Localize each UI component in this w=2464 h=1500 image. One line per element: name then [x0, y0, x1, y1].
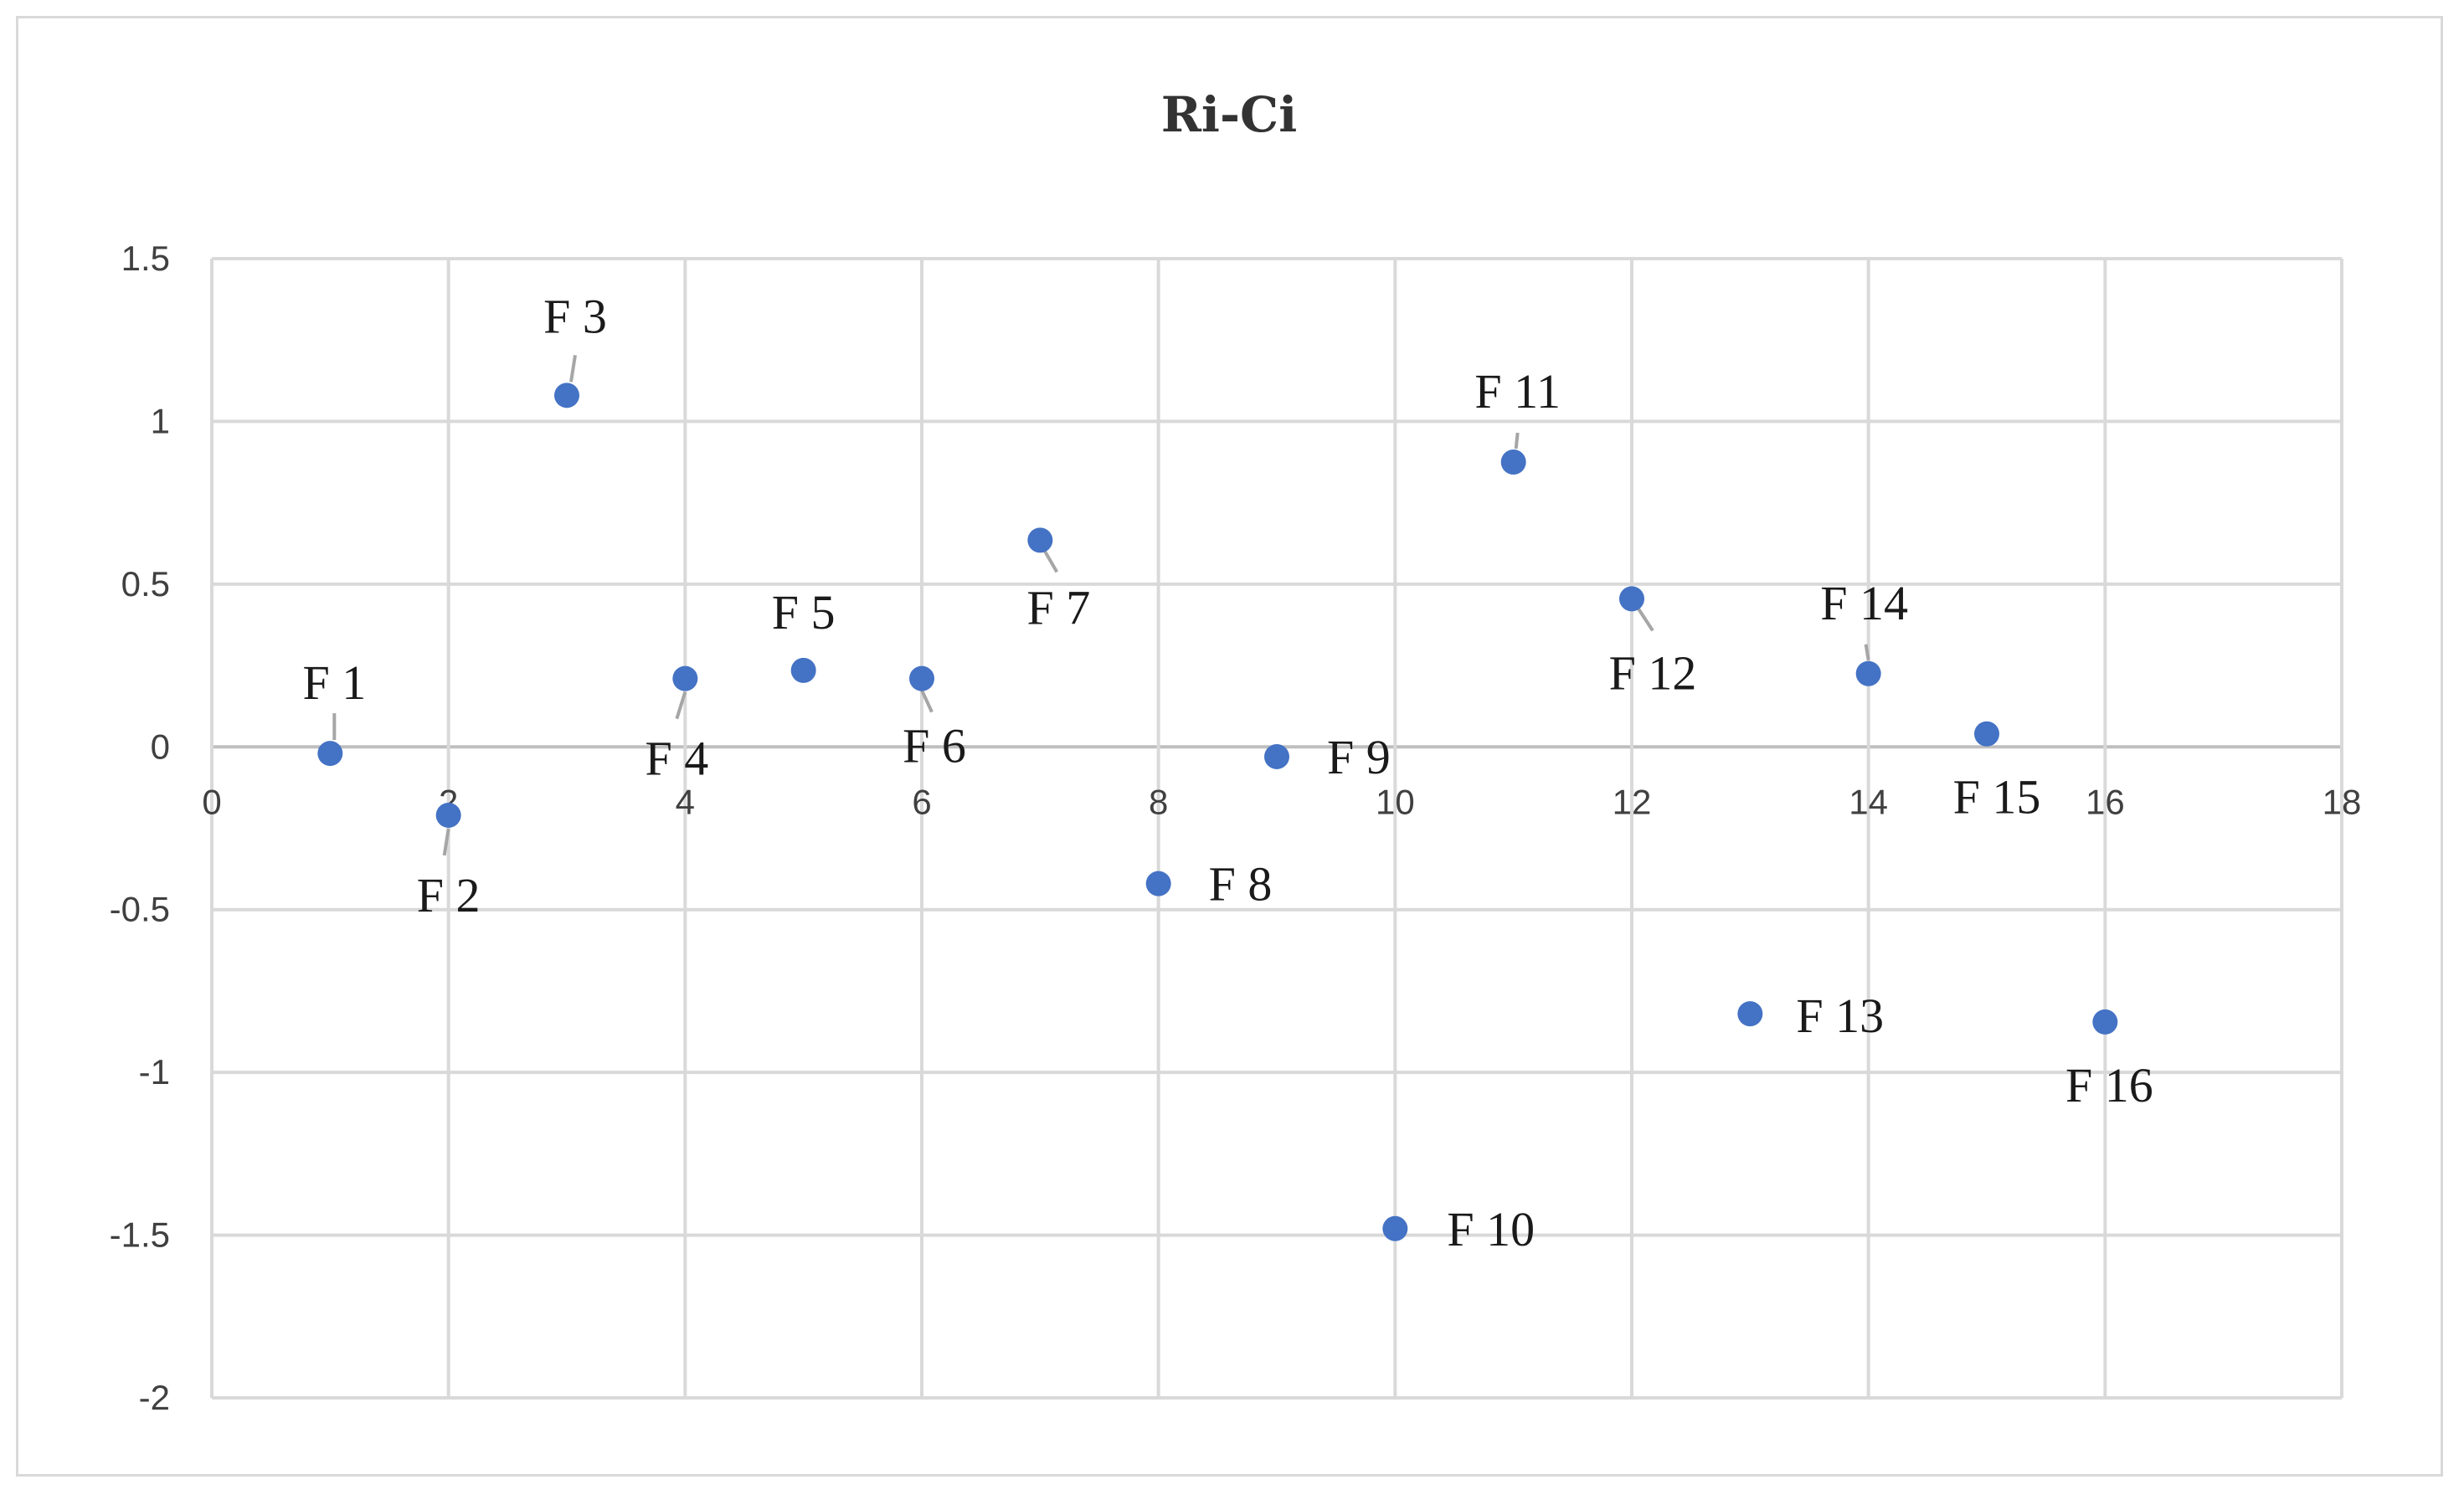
x-tick-label: 8 [1149, 782, 1168, 821]
leader-line [920, 689, 934, 713]
scatter-point [1974, 721, 1999, 747]
leader-line [442, 828, 450, 856]
y-tick-label: 1 [151, 401, 170, 440]
data-label: F 13 [1796, 989, 1884, 1043]
data-labels: F 1 F 2 F 3 F 4 F 5 F 6 F 7 F 8 F 9 F 10 F 11 F 12 F… [302, 289, 2153, 1256]
data-points [317, 383, 2118, 1241]
x-tick-label: 4 [676, 782, 695, 821]
leader-line [1042, 549, 1059, 573]
scatter-point [2092, 1009, 2118, 1035]
scatter-point [1500, 449, 1526, 475]
leader-line [569, 355, 577, 383]
chart-frame: Ri-Ci 1.5 1 0.5 0 -0.5 -1 -1.5 -2 0 2 4 6 8 10 12 14 16… [16, 16, 2443, 1477]
scatter-point [435, 802, 461, 828]
leader-line [675, 691, 687, 720]
data-label: F 11 [1474, 364, 1561, 419]
chart-title: Ri-Ci [1161, 86, 1298, 143]
x-tick-label: 6 [912, 782, 931, 821]
label-leader-lines [332, 355, 1870, 856]
x-axis-tick-labels: 0 2 4 6 8 10 12 14 16 18 [202, 782, 2361, 821]
scatter-point [1382, 1215, 1408, 1241]
x-tick-label: 10 [1376, 782, 1415, 821]
data-label: F 8 [1209, 857, 1273, 912]
data-label: F 4 [645, 732, 708, 786]
data-label: F 14 [1820, 576, 1908, 630]
scatter-point [554, 383, 579, 408]
scatter-point [790, 657, 816, 683]
data-label: F 6 [903, 719, 966, 773]
leader-line [1514, 432, 1520, 449]
x-tick-label: 18 [2323, 782, 2362, 821]
scatter-point [1619, 586, 1644, 612]
y-axis-tick-labels: 1.5 1 0.5 0 -0.5 -1 -1.5 -2 [110, 239, 170, 1417]
scatter-point [1737, 1001, 1763, 1027]
data-label: F 7 [1026, 580, 1090, 634]
y-tick-label: -1.5 [110, 1215, 170, 1255]
data-label: F 16 [2065, 1058, 2153, 1112]
leader-line [1864, 644, 1870, 661]
data-label: F 1 [302, 655, 366, 710]
scatter-point [317, 741, 343, 767]
y-tick-label: -1 [139, 1052, 170, 1092]
x-tick-label: 16 [2086, 782, 2125, 821]
grid-lines [210, 257, 2343, 1400]
scatter-chart: Ri-Ci 1.510.50-0.5-1-1.5-2 0 2 4 6 8 10 12 14 16… [110, 86, 2362, 1417]
scatter-point [672, 665, 698, 691]
y-tick-label: 0 [151, 727, 170, 766]
data-label: F 12 [1609, 645, 1697, 700]
scatter-point [1145, 871, 1171, 896]
leader-line [1637, 608, 1654, 632]
x-tick-label: 14 [1849, 782, 1888, 821]
data-label: F 2 [417, 868, 481, 922]
y-tick-label: -2 [139, 1378, 170, 1417]
scatter-point [1855, 660, 1881, 686]
data-label: F 10 [1447, 1202, 1535, 1256]
scatter-point [1027, 527, 1053, 553]
data-label: F 3 [543, 289, 607, 343]
y-tick-label: 1.5 [121, 239, 170, 278]
y-tick-label: -0.5 [110, 890, 170, 929]
data-label: F 15 [1953, 770, 2041, 824]
scatter-point [909, 665, 934, 691]
x-tick-label: 0 [202, 782, 221, 821]
data-label: F 5 [772, 585, 836, 640]
x-tick-label: 12 [1613, 782, 1652, 821]
y-tick-label: 0.5 [121, 564, 170, 604]
data-label: F 9 [1327, 730, 1391, 784]
scatter-point [1264, 743, 1289, 769]
